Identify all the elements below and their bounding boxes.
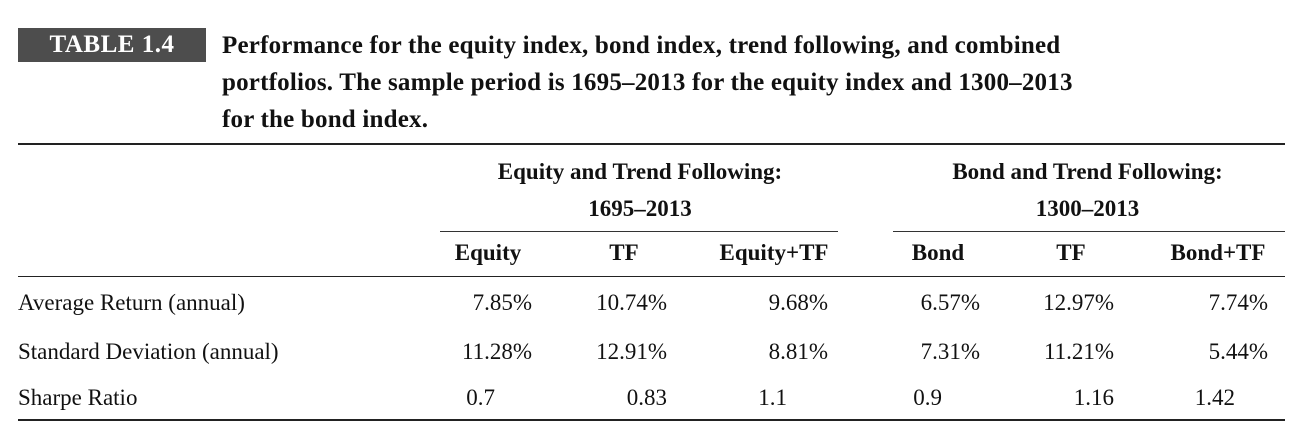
column-header-bond: Bond	[911, 240, 965, 265]
table-cell: 0.83	[626, 385, 667, 410]
table-cell: 6.57%	[920, 290, 980, 315]
caption-line: for the bond index.	[222, 106, 429, 133]
group-header-equity: Equity and Trend Following: 1695–2013	[440, 153, 840, 227]
group-underline-equity	[440, 231, 838, 232]
table-label-badge: TABLE 1.4	[18, 28, 206, 62]
header-rule	[18, 276, 1285, 277]
table-cell: 12.97%	[1043, 290, 1114, 315]
table-cell: 11.28%	[461, 339, 532, 364]
table-cell: 7.31%	[920, 339, 980, 364]
column-header-equity: Equity	[454, 240, 522, 265]
row-label-standard-deviation: Standard Deviation (annual)	[18, 339, 279, 364]
table-cell: 1.16	[1073, 385, 1114, 410]
column-header-equity-tf: Equity+TF	[719, 240, 829, 265]
row-label-sharpe-ratio: Sharpe Ratio	[18, 385, 138, 410]
table-cell: 12.91%	[596, 339, 667, 364]
table-cell: 8.81%	[768, 339, 828, 364]
table-cell: 1.42	[1194, 385, 1235, 410]
table-cell: 9.68%	[768, 290, 828, 315]
column-header-bond-tf: Bond+TF	[1170, 240, 1266, 265]
table-caption: Performance for the equity index, bond i…	[222, 27, 1282, 138]
group-period: 1300–2013	[1035, 196, 1140, 221]
table-cell: 0.9	[913, 385, 942, 410]
column-header-tf-equity: TF	[609, 240, 639, 265]
table-cell: 1.1	[758, 385, 787, 410]
group-title: Equity and Trend Following:	[497, 159, 783, 184]
row-label-average-return: Average Return (annual)	[18, 290, 245, 315]
table-cell: 10.74%	[596, 290, 667, 315]
table-cell: 7.74%	[1208, 290, 1268, 315]
top-rule	[18, 143, 1285, 145]
table-cell: 0.7	[466, 385, 495, 410]
table-cell: 7.85%	[472, 290, 532, 315]
column-header-tf-bond: TF	[1056, 240, 1086, 265]
caption-line: portfolios. The sample period is 1695–20…	[222, 69, 1073, 96]
group-header-bond: Bond and Trend Following: 1300–2013	[890, 153, 1285, 227]
group-underline-bond	[893, 231, 1285, 232]
table-cell: 11.21%	[1043, 339, 1114, 364]
bottom-rule	[18, 419, 1285, 421]
group-period: 1695–2013	[588, 196, 692, 221]
group-title: Bond and Trend Following:	[952, 159, 1223, 184]
caption-line: Performance for the equity index, bond i…	[222, 32, 1061, 59]
table-cell: 5.44%	[1208, 339, 1268, 364]
